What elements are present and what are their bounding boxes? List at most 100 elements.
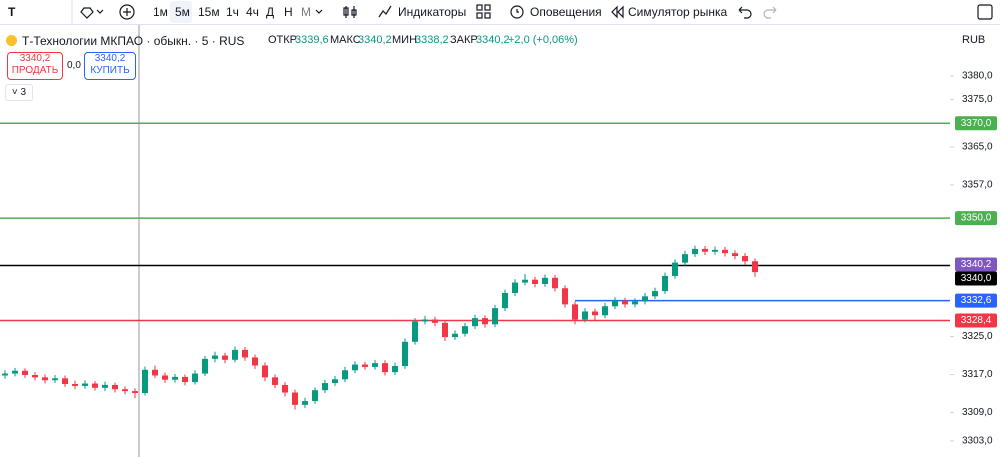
- chart-type-icon[interactable]: [343, 6, 357, 18]
- candle-body: [512, 282, 518, 293]
- price-tag-label: 3350,0: [961, 213, 992, 224]
- candle-body: [412, 321, 418, 342]
- candle-body: [612, 300, 618, 307]
- candle-body: [402, 341, 408, 366]
- candle-body: [752, 261, 758, 273]
- candle-body: [162, 375, 168, 380]
- sell-price: 3340,2: [19, 53, 51, 64]
- candle-body: [672, 262, 678, 276]
- price-tag: [955, 116, 997, 131]
- buy-label: КУПИТЬ: [90, 65, 130, 76]
- candle-body: [602, 306, 608, 316]
- candle-body: [372, 363, 378, 367]
- candle-body: [252, 357, 258, 366]
- alerts-icon[interactable]: [510, 5, 524, 19]
- candle-body: [472, 318, 478, 327]
- sell-button[interactable]: 3340,2 ПРОДАТЬ: [7, 52, 63, 80]
- interval-button[interactable]: Д: [266, 5, 275, 19]
- candle-body: [552, 277, 558, 289]
- candle-body: [332, 379, 338, 384]
- candle-body: [532, 279, 538, 284]
- collapse-button[interactable]: ˅ 3: [5, 84, 33, 101]
- candle-body: [382, 363, 388, 373]
- y-tick-label: 3303,0: [962, 436, 993, 447]
- candle-body: [112, 384, 118, 390]
- interval-button[interactable]: Н: [284, 5, 293, 19]
- legend-change: +2,0 (+0,06%): [508, 34, 578, 46]
- candle-body: [642, 296, 648, 302]
- legend-label: ОТКР: [268, 34, 298, 46]
- chevron[interactable]: [96, 9, 104, 14]
- candle-body: [362, 364, 368, 367]
- currency[interactable]: RUB: [962, 34, 986, 46]
- price-tag: [955, 313, 997, 328]
- interval-button[interactable]: 1м: [153, 5, 168, 19]
- candle-body: [422, 319, 428, 322]
- candle-body: [282, 384, 288, 393]
- y-tick-label: 3357,0: [962, 180, 993, 191]
- interval-button[interactable]: 1ч: [226, 5, 239, 19]
- interval-button[interactable]: М: [301, 5, 311, 19]
- candle-body: [142, 369, 148, 394]
- candle-body: [712, 249, 718, 252]
- legend-label: МАКС: [330, 34, 361, 46]
- candle-body: [62, 378, 68, 384]
- candle-body: [262, 365, 268, 378]
- legend-label: МИН: [392, 34, 418, 46]
- candle-body: [622, 300, 628, 305]
- replay-icon[interactable]: [611, 5, 624, 19]
- toolbar: [0, 0, 1000, 25]
- candle-body: [482, 318, 488, 325]
- candle-body: [462, 326, 468, 334]
- alerts-button[interactable]: Оповещения: [530, 5, 602, 19]
- undo-icon[interactable]: [738, 6, 752, 19]
- collapsed-count: 3: [20, 87, 27, 98]
- y-tick-label: 3325,0: [962, 331, 993, 342]
- candle-body: [42, 377, 48, 381]
- candle-body: [312, 390, 318, 402]
- price-tag-label: 3340,0: [961, 273, 992, 284]
- indicators-icon[interactable]: [378, 5, 392, 18]
- candle-body: [152, 369, 158, 376]
- candle-body: [572, 304, 578, 320]
- candle-body: [202, 358, 208, 374]
- candle-body: [682, 254, 688, 263]
- candle-body: [272, 377, 278, 385]
- redo-icon[interactable]: [763, 6, 777, 19]
- legend-title: Т-Технологии МКПАО · обыкн. · 5 · RUS: [22, 34, 245, 48]
- candle-body: [582, 311, 588, 320]
- indicators-button[interactable]: Индикаторы: [398, 5, 467, 19]
- legend-value: 3339,6: [295, 34, 329, 46]
- fullscreen-icon[interactable]: [977, 4, 993, 20]
- legend-label: ЗАКР: [450, 34, 478, 46]
- favorite-icon[interactable]: [80, 7, 94, 19]
- candle-body: [102, 384, 108, 388]
- candle-body: [242, 349, 248, 358]
- y-tick-label: 3317,0: [962, 369, 993, 380]
- candle-body: [222, 355, 228, 360]
- candle-body: [32, 374, 38, 378]
- candle-body: [702, 248, 708, 252]
- active-interval-bg: [170, 1, 192, 23]
- candle-body: [662, 275, 668, 292]
- candle-body: [592, 311, 598, 316]
- spread: 0,0: [67, 60, 81, 71]
- buy-button[interactable]: 3340,2 КУПИТЬ: [84, 52, 136, 80]
- candle-body: [302, 401, 308, 405]
- interval-button[interactable]: 5м: [175, 5, 190, 19]
- chevron[interactable]: [315, 9, 323, 14]
- candle-body: [452, 333, 458, 338]
- chart: 3380,0 3375,0 3365,0 3357,0 3325,0 3317,0 3309…: [0, 25, 997, 457]
- candle-body: [122, 389, 128, 392]
- candle-body: [692, 248, 698, 255]
- candle-body: [502, 292, 508, 309]
- replay-button[interactable]: Симулятор рынка: [628, 5, 728, 19]
- candle-body: [542, 277, 548, 284]
- candle-body: [342, 370, 348, 380]
- add-icon[interactable]: [119, 4, 135, 20]
- interval-button[interactable]: 4ч: [246, 5, 259, 19]
- interval-button[interactable]: 15м: [198, 5, 220, 19]
- symbol[interactable]: T: [8, 5, 16, 19]
- y-tick-label: 3380,0: [962, 71, 993, 82]
